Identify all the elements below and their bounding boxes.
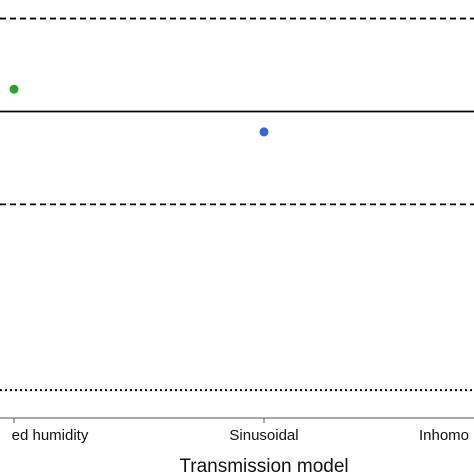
x-ticks: ed humidity Sinusoidal Inhomo <box>12 418 469 444</box>
data-point-0 <box>9 84 19 94</box>
x-tick-label-2: Inhomo <box>419 427 469 444</box>
data-points <box>9 84 269 137</box>
x-tick-label-1: Sinusoidal <box>229 427 298 444</box>
x-axis-title: Transmission model <box>179 456 348 474</box>
x-tick-label-0: ed humidity <box>12 427 89 444</box>
data-point-1 <box>259 127 269 137</box>
reference-lines <box>0 17 474 392</box>
